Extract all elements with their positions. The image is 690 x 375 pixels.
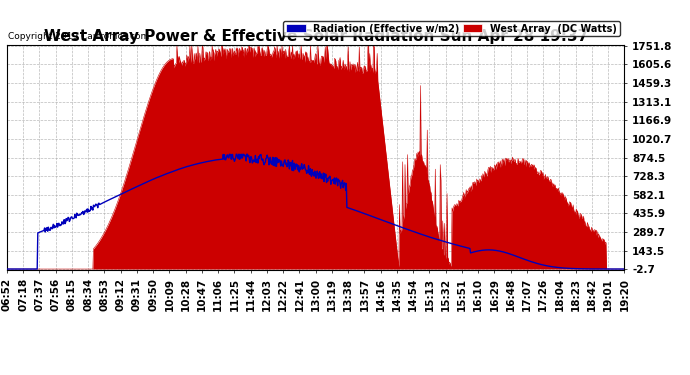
- Text: Copyright 2019 Cartronics.com: Copyright 2019 Cartronics.com: [8, 32, 150, 41]
- Legend: Radiation (Effective w/m2), West Array  (DC Watts): Radiation (Effective w/m2), West Array (…: [283, 21, 620, 36]
- Title: West Array Power & Effective Solar Radiation Sun Apr 28 19:37: West Array Power & Effective Solar Radia…: [43, 29, 588, 44]
